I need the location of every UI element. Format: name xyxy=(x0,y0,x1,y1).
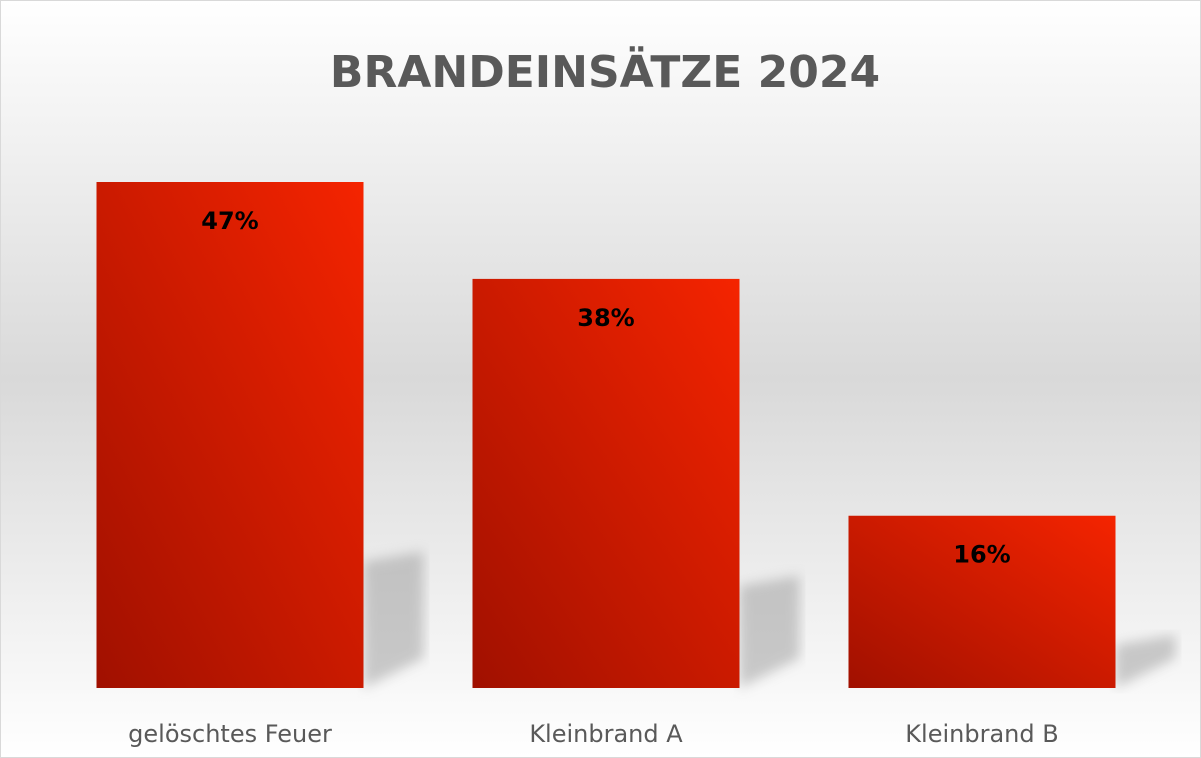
value-label: 38% xyxy=(577,304,634,332)
x-tick-label: Kleinbrand A xyxy=(529,720,683,748)
value-label: 16% xyxy=(953,541,1010,569)
bar xyxy=(472,278,740,688)
bar-shadow xyxy=(1115,634,1176,688)
bar xyxy=(848,515,1116,688)
bar-shadow xyxy=(363,551,424,688)
bar-shadow xyxy=(739,575,800,688)
x-tick-label: Kleinbrand B xyxy=(905,720,1058,748)
x-tick-label: gelöschtes Feuer xyxy=(128,720,332,748)
bar xyxy=(96,182,364,688)
chart-title: BRANDEINSÄTZE 2024 xyxy=(330,45,880,98)
value-label: 47% xyxy=(201,207,258,235)
